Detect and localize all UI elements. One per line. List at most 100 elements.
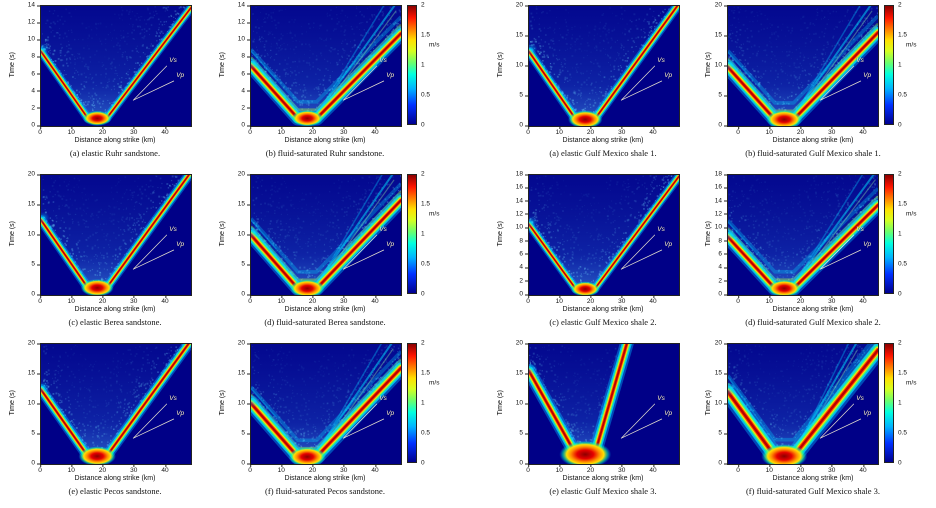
x-tick-label: 20 bbox=[308, 464, 317, 474]
y-axis-label: Time (s) bbox=[218, 221, 226, 247]
y-tick-label: 20 bbox=[714, 339, 728, 347]
x-tick-labels: 0 10 20 30 40 bbox=[526, 464, 678, 474]
vs-annotation-label: Vs bbox=[379, 226, 387, 234]
y-tick-label: 0 bbox=[31, 121, 40, 129]
colorbar-gradient bbox=[407, 343, 417, 463]
vs-annotation-label: Vs bbox=[657, 57, 665, 65]
y-tick-labels: 0 2 4 6 8 10 12 14 16 18 bbox=[506, 170, 529, 298]
subplot-panel: Time (s) 0 5 10 15 20 Vs Vp m/s 2 1.5 1 0.5 0 0 1… bbox=[216, 169, 468, 338]
plot-row: Time (s) 0 2 4 6 8 10 12 14 16 18 Vs Vp m/s 2 1.5 1… bbox=[704, 170, 936, 298]
colorbar-unit-label: m/s bbox=[429, 379, 440, 387]
colorbar-tick-label: 2 bbox=[421, 1, 425, 9]
wavefield-canvas bbox=[251, 344, 401, 464]
y-tick-label: 18 bbox=[515, 170, 529, 178]
vp-annotation-label: Vp bbox=[386, 72, 395, 80]
colorbar: m/s 2 1.5 1 0.5 0 bbox=[407, 340, 459, 467]
panel-caption: (e) elastic Gulf Mexico shale 3. bbox=[549, 486, 657, 496]
wavefield-plot: Vs Vp bbox=[727, 174, 879, 296]
y-axis-label: Time (s) bbox=[8, 52, 16, 78]
x-axis-label: Distance along strike (km) bbox=[772, 475, 854, 482]
x-tick-labels: 0 10 20 30 40 bbox=[736, 464, 888, 474]
y-tick-label: 2 bbox=[718, 277, 727, 285]
y-tick-label: 10 bbox=[714, 61, 728, 69]
x-tick-label: 30 bbox=[618, 126, 626, 136]
vp-annotation-label: Vp bbox=[863, 410, 872, 418]
y-tick-label: 5 bbox=[241, 260, 250, 268]
y-tick-label: 2 bbox=[31, 104, 40, 112]
x-tick-label: 40 bbox=[161, 126, 169, 136]
x-tick-label: 20 bbox=[586, 295, 595, 305]
y-tick-labels: 0 5 10 15 20 bbox=[506, 340, 529, 467]
wavefield-plot: Vs Vp bbox=[250, 343, 402, 465]
x-tick-label: 40 bbox=[161, 464, 169, 474]
x-axis-label: Distance along strike (km) bbox=[772, 137, 854, 144]
vs-annotation-label: Vs bbox=[379, 395, 387, 403]
y-tick-label: 0 bbox=[519, 290, 528, 298]
y-tick-labels: 0 2 4 6 8 10 12 14 16 18 bbox=[712, 171, 728, 298]
y-axis-label-wrap: Time (s) bbox=[6, 174, 18, 294]
y-tick-labels: 0 5 10 15 20 bbox=[712, 339, 728, 467]
y-tick-labels: 0 5 10 15 20 bbox=[506, 2, 529, 129]
plot-row: Time (s) 0 2 4 6 8 10 12 14 16 18 Vs Vp bbox=[494, 170, 704, 298]
x-tick-label: 10 bbox=[277, 295, 285, 305]
y-tick-label: 0 bbox=[718, 121, 727, 129]
vs-annotation-label: Vs bbox=[657, 395, 665, 403]
colorbar-tick-label: 0 bbox=[898, 459, 902, 467]
x-axis-label: Distance along strike (km) bbox=[562, 137, 644, 144]
colorbar-unit-label: m/s bbox=[429, 41, 440, 49]
panel-caption: (a) elastic Gulf Mexico shale 1. bbox=[549, 148, 657, 158]
x-tick-label: 20 bbox=[308, 126, 317, 136]
vs-annotation-label: Vs bbox=[856, 226, 864, 234]
x-tick-label: 20 bbox=[586, 126, 595, 136]
y-axis-label: Time (s) bbox=[218, 52, 226, 78]
vp-annotation-label: Vp bbox=[863, 72, 872, 80]
x-tick-label: 0 bbox=[526, 295, 530, 305]
panel-caption: (f) fluid-saturated Gulf Mexico shale 3. bbox=[745, 486, 881, 496]
y-tick-label: 5 bbox=[31, 260, 40, 268]
y-tick-label: 10 bbox=[27, 230, 41, 238]
x-tick-label: 10 bbox=[555, 295, 563, 305]
panel-caption: (e) elastic Pecos sandstone. bbox=[68, 486, 162, 496]
x-axis-label: Distance along strike (km) bbox=[74, 306, 156, 313]
x-tick-label: 0 bbox=[38, 464, 42, 474]
colorbar-tick-label: 2 bbox=[898, 170, 902, 178]
subplot-panel: Time (s) 0 5 10 15 20 Vs Vp m/s 2 1.5 1 0.5 0 0 1… bbox=[704, 0, 936, 169]
x-tick-label: 0 bbox=[526, 464, 530, 474]
x-tick-label: 10 bbox=[765, 126, 773, 136]
y-tick-label: 20 bbox=[27, 339, 41, 347]
subplot-panel: Time (s) 0 5 10 15 20 Vs Vp m/s 2 1.5 1 0.5 0 0 1… bbox=[216, 338, 468, 507]
vp-annotation-label: Vp bbox=[176, 241, 185, 249]
colorbar-tick-label: 2 bbox=[421, 170, 425, 178]
x-tick-label: 10 bbox=[277, 464, 285, 474]
vp-annotation-label: Vp bbox=[386, 410, 395, 418]
x-tick-label: 40 bbox=[161, 295, 169, 305]
y-tick-label: 0 bbox=[241, 459, 250, 467]
x-tick-label: 10 bbox=[555, 464, 563, 474]
y-axis-label: Time (s) bbox=[218, 390, 226, 416]
y-tick-label: 15 bbox=[515, 369, 529, 377]
colorbar-tick-label: 0.5 bbox=[421, 260, 431, 268]
subplot-panel: Time (s) 0 2 4 6 8 10 12 14 16 18 Vs Vp 0 10 20 30 40… bbox=[468, 169, 704, 338]
subplot-panel: Time (s) 0 2 4 6 8 10 12 14 Vs Vp 0 10 20 30 40 Dis… bbox=[0, 0, 216, 169]
y-tick-label: 0 bbox=[31, 290, 40, 298]
colorbar-tick-label: 1.5 bbox=[898, 369, 908, 377]
y-tick-label: 15 bbox=[237, 200, 251, 208]
subplot-panel: Time (s) 0 5 10 15 20 Vs Vp 0 10 20 30 40 Distan… bbox=[0, 338, 216, 507]
y-axis-label-wrap: Time (s) bbox=[6, 343, 18, 463]
x-tick-label: 0 bbox=[38, 126, 42, 136]
y-axis-label-wrap: Time (s) bbox=[494, 343, 506, 463]
y-tick-label: 10 bbox=[515, 223, 529, 231]
y-tick-label: 4 bbox=[31, 87, 40, 95]
x-tick-label: 40 bbox=[859, 464, 867, 474]
y-tick-label: 14 bbox=[515, 197, 529, 205]
x-tick-label: 0 bbox=[248, 295, 252, 305]
x-axis-label: Distance along strike (km) bbox=[562, 306, 644, 313]
colorbar: m/s 2 1.5 1 0.5 0 bbox=[884, 340, 936, 467]
x-tick-label: 40 bbox=[649, 295, 657, 305]
plot-row: Time (s) 0 5 10 15 20 Vs Vp m/s 2 1.5 1 0.5 0 bbox=[216, 340, 468, 467]
wavefield-plot: Vs Vp bbox=[528, 5, 680, 127]
wavefield-plot: Vs Vp bbox=[40, 343, 192, 465]
x-tick-label: 40 bbox=[371, 464, 379, 474]
colorbar-unit-label: m/s bbox=[906, 379, 917, 387]
y-tick-label: 12 bbox=[27, 18, 41, 26]
